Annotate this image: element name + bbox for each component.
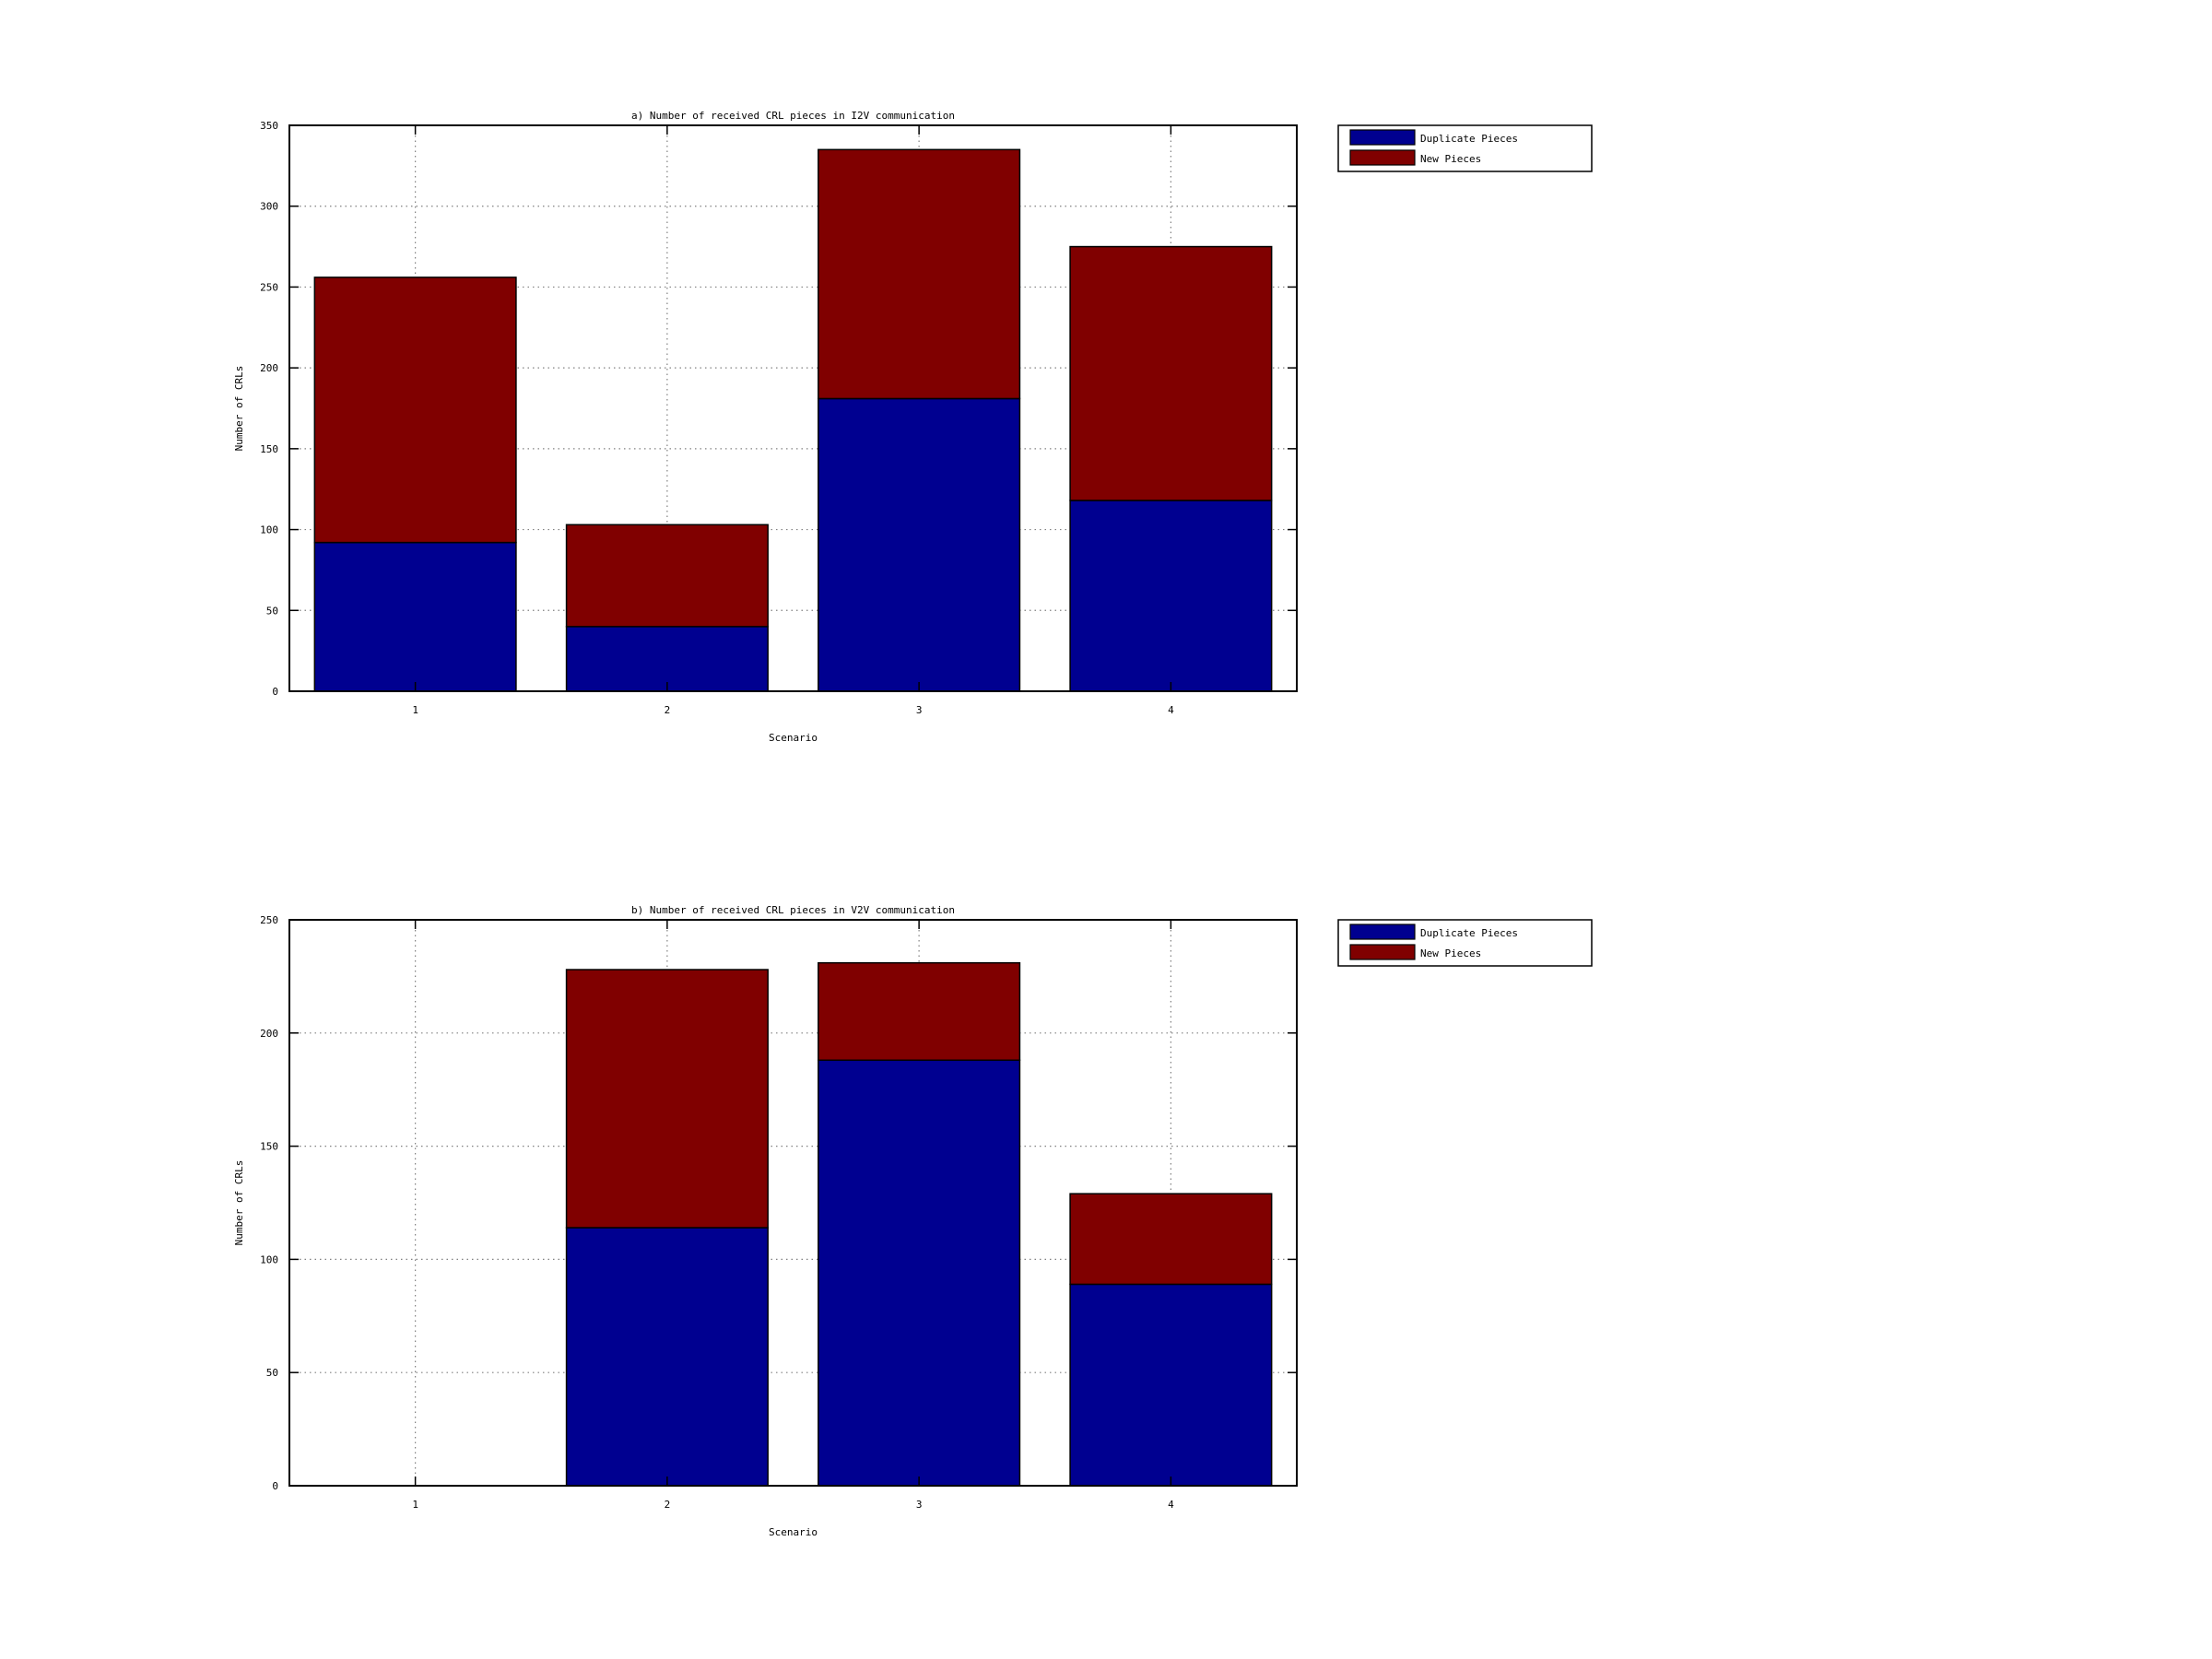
x-tick-label: 1 <box>412 1499 418 1511</box>
y-tick-label: 50 <box>266 1367 278 1379</box>
bar-new-pieces-scenario-4 <box>1069 245 1273 501</box>
bar-duplicate-pieces-scenario-4 <box>1069 1283 1273 1487</box>
x-tick-label: 2 <box>665 704 671 716</box>
y-axis-label: Number of CRLs <box>233 1160 245 1246</box>
legend-swatch <box>1349 149 1416 166</box>
y-tick-label: 300 <box>260 201 278 213</box>
x-axis-label: Scenario <box>769 1526 818 1538</box>
legend-label: New Pieces <box>1420 947 1481 959</box>
legend-swatch <box>1349 944 1416 960</box>
legend-label: Duplicate Pieces <box>1420 927 1518 939</box>
chart-a: 0 50 100 150 200 250 300 350 1 2 3 4 a) Number of re… <box>233 110 1593 744</box>
bar-new-pieces-scenario-2 <box>565 969 769 1229</box>
y-tick-label: 0 <box>272 686 278 698</box>
x-tick-label: 2 <box>665 1499 671 1511</box>
legend-swatch <box>1349 129 1416 146</box>
x-tick-label: 3 <box>916 1499 923 1511</box>
bar-new-pieces-scenario-2 <box>565 524 769 628</box>
chart-title: a) Number of received CRL pieces in I2V … <box>631 110 955 122</box>
x-tick-label: 1 <box>412 704 418 716</box>
bar-duplicate-pieces-scenario-3 <box>818 397 1021 692</box>
y-tick-label: 250 <box>260 281 278 293</box>
legend: Duplicate Pieces New Pieces <box>1337 919 1593 967</box>
legend-swatch <box>1349 924 1416 940</box>
bar-duplicate-pieces-scenario-2 <box>565 1227 769 1487</box>
legend-label: Duplicate Pieces <box>1420 133 1518 145</box>
plot-frame <box>288 919 1298 1487</box>
y-tick-label: 100 <box>260 1253 278 1265</box>
y-tick-label: 50 <box>266 605 278 617</box>
x-tick-label: 4 <box>1168 704 1174 716</box>
y-tick-label: 200 <box>260 1028 278 1040</box>
y-tick-label: 100 <box>260 524 278 536</box>
bar-new-pieces-scenario-3 <box>818 961 1021 1062</box>
y-tick-label: 250 <box>260 914 278 926</box>
chart-b: 0 50 100 150 200 250 1 2 3 4 b) Number of received… <box>233 904 1593 1538</box>
y-tick-label: 0 <box>272 1480 278 1492</box>
x-axis-label: Scenario <box>769 732 818 744</box>
y-tick-label: 350 <box>260 120 278 132</box>
bar-duplicate-pieces-scenario-4 <box>1069 500 1273 692</box>
legend: Duplicate Pieces New Pieces <box>1337 124 1593 172</box>
chart-title: b) Number of received CRL pieces in V2V … <box>631 904 955 916</box>
y-tick-label: 150 <box>260 443 278 455</box>
x-tick-label: 3 <box>916 704 923 716</box>
y-tick-label: 150 <box>260 1141 278 1153</box>
legend-label: New Pieces <box>1420 153 1481 165</box>
bar-duplicate-pieces-scenario-2 <box>565 626 769 692</box>
y-axis-label: Number of CRLs <box>233 366 245 452</box>
bar-duplicate-pieces-scenario-3 <box>818 1059 1021 1487</box>
y-tick-label: 200 <box>260 362 278 374</box>
bar-new-pieces-scenario-1 <box>313 276 517 544</box>
bar-duplicate-pieces-scenario-1 <box>313 541 517 692</box>
bar-new-pieces-scenario-4 <box>1069 1193 1273 1286</box>
plot-frame <box>288 124 1298 692</box>
x-tick-label: 4 <box>1168 1499 1174 1511</box>
bar-new-pieces-scenario-3 <box>818 148 1021 400</box>
